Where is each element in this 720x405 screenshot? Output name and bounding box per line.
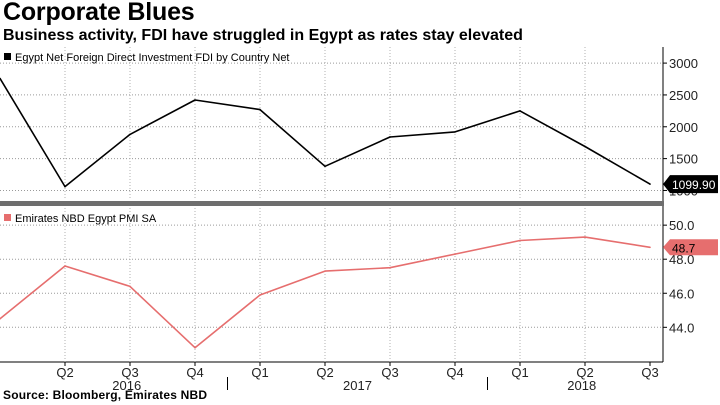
x-tick-label: Q2 [316,365,333,380]
data-point [259,294,261,296]
y-tick-label: 48.0 [669,252,694,267]
last-value-tag [663,239,718,256]
data-point [194,346,196,349]
legend-swatch [4,214,11,221]
data-point [649,183,651,185]
data-point [194,99,196,101]
x-tick-label: Q4 [186,365,203,380]
x-tick-label: Q1 [251,365,268,380]
y-tick-label: 50.0 [669,218,694,233]
data-point [64,185,66,188]
x-tick-label: Q2 [56,365,73,380]
y-tick-label: 2000 [669,120,698,135]
data-point [519,110,521,112]
chart-subtitle: Business activity, FDI have struggled in… [3,27,523,44]
data-point [64,265,66,267]
data-point [259,108,261,111]
y-tick-label: 44.0 [669,320,694,335]
x-tick-label: Q3 [641,365,658,380]
x-year-label: 2018 [567,378,596,393]
data-point [389,136,391,138]
last-value-label: 1099.90 [672,178,716,192]
data-point [454,253,456,255]
data-point [324,165,326,168]
x-year-label: 2016 [112,378,141,393]
data-point [129,285,131,288]
y-tick-label: 3000 [669,56,698,71]
data-point [0,77,1,80]
data-point [519,239,521,242]
source-note: Source: Bloomberg, Emirates NBD [3,388,208,402]
x-year-label: 2017 [343,378,372,393]
data-point [584,145,586,148]
y-tick-label: 1500 [669,152,698,167]
data-point [129,133,131,136]
x-tick-label: Q3 [121,365,138,380]
data-point [454,131,456,133]
y-tick-label: 2500 [669,88,698,103]
x-tick-label: Q3 [381,365,398,380]
panel-separator [0,201,664,206]
x-tick-label: Q4 [446,365,463,380]
data-point [324,270,326,272]
legend-label: Emirates NBD Egypt PMI SA [15,213,157,225]
chart-title: Corporate Blues [3,0,195,26]
data-point [389,266,391,269]
legend-swatch [4,53,11,60]
data-point [649,246,651,249]
last-value-tag [663,175,718,194]
last-value-label: 48.7 [672,241,696,255]
data-point [584,236,586,238]
y-tick-label: 46.0 [669,286,694,301]
data-point [0,317,1,320]
x-tick-label: Q2 [576,365,593,380]
x-tick-label: Q1 [511,365,528,380]
legend-label: Egypt Net Foreign Direct Investment FDI … [15,52,290,64]
